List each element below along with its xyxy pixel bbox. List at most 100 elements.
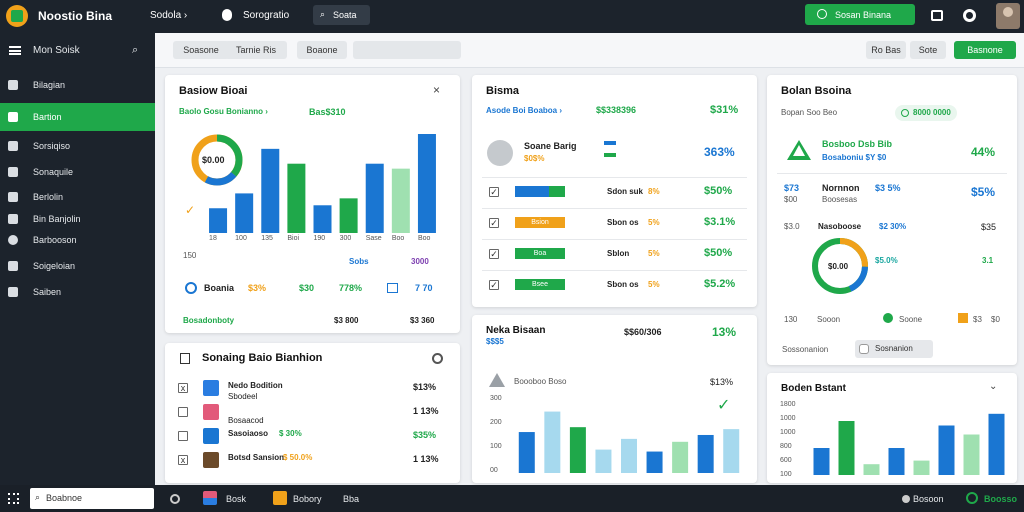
top-cta-button[interactable]: Sosan Binana (805, 4, 915, 25)
filter-chip-boaone[interactable]: Boaone (297, 41, 347, 59)
row-sub: Sbodeel (228, 392, 258, 401)
filter-btn-label: Basnone (967, 45, 1003, 55)
chart-bar (339, 198, 358, 233)
row-thumbnail-icon (203, 380, 219, 396)
filter-search-input[interactable] (353, 41, 461, 59)
app-title: Noostio Bina (38, 9, 112, 23)
sidebar-item-bilagian[interactable]: Bilagian (0, 73, 155, 97)
stat-a2: $00 (784, 195, 798, 204)
sidebar-item-label: Bilagian (33, 80, 66, 90)
menu-icon[interactable] (9, 46, 21, 55)
sidebar-item-bartion[interactable]: Bartion (0, 103, 155, 131)
apps-icon[interactable] (931, 10, 943, 21)
start-grid-icon[interactable] (8, 493, 19, 504)
row-checkbox[interactable]: x (178, 383, 188, 393)
card-subtitle: $$$5 (486, 337, 504, 346)
sidebar-item-saiben[interactable]: Saiben (0, 280, 155, 304)
taskbar-right-1[interactable]: Bosoon (913, 494, 944, 504)
chevron-down-icon[interactable]: ⌄ (989, 381, 998, 392)
bar-chart-boden (813, 413, 1005, 475)
row-divider (482, 208, 747, 209)
donut-chart (191, 134, 243, 186)
chart-bar (209, 208, 228, 233)
sidebar-item-label: Sonaquile (33, 167, 74, 177)
taskbar-search-input[interactable]: ⌕ Boabnoe (30, 488, 154, 509)
legend-label: Boooboo Boso (514, 377, 567, 386)
sidebar-item-soigeloian[interactable]: Soigeloian (0, 254, 155, 278)
row0-sub: $0$% (524, 154, 545, 163)
settings-icon[interactable] (432, 353, 443, 364)
settings-icon[interactable] (963, 9, 976, 22)
y-tick-label: 1000 (780, 429, 796, 436)
legend-a: 130 (784, 315, 798, 324)
close-icon[interactable]: × (433, 83, 441, 97)
filter-ro-bas-button[interactable]: Ro Bas (866, 41, 906, 59)
taskbar-right-2[interactable]: Boosso (984, 494, 1018, 504)
sidebar-item-label: Bartion (33, 112, 62, 122)
row-label: Sbon os (607, 280, 639, 289)
legend-dot-green (883, 313, 893, 323)
stat-2: $30 (299, 283, 315, 293)
taskbar-gear-icon[interactable] (170, 494, 180, 504)
chart-bar (235, 193, 254, 233)
row-checkbox[interactable]: ✓ (489, 280, 499, 290)
check-circle-icon (817, 9, 827, 19)
chip-dot (901, 109, 909, 117)
x-tick-label: Bioi (287, 235, 300, 242)
sidebar-search-icon[interactable]: ⌕ (132, 44, 139, 56)
nav-sodola[interactable]: Sodola › (150, 10, 188, 21)
x-tick-label: 135 (261, 235, 273, 242)
taskbar-item-bobory[interactable]: Bobory (293, 494, 322, 504)
name-value: $3 5% (875, 183, 901, 193)
row-checkbox[interactable] (178, 431, 188, 441)
chip-label: 8000 0000 (913, 108, 951, 117)
filter-chip-label: Boaone (306, 45, 338, 55)
feature-title: Bosboo Dsb Bib (822, 139, 892, 149)
list-icon (180, 353, 190, 364)
taskbar-item-bosk[interactable]: Bosk (226, 494, 247, 504)
sidebar-item-label: Barbooson (33, 235, 77, 245)
row-value: $3.1% (704, 216, 736, 228)
row-bar: Bsee (515, 279, 565, 290)
filter-sote-button[interactable]: Sote (910, 41, 946, 59)
row-checkbox[interactable]: x (178, 455, 188, 465)
filter-primary-button[interactable]: Basnone (954, 41, 1016, 59)
row-divider (482, 239, 747, 240)
row-bar: Boa (515, 248, 565, 259)
y-tick-label: 200 (490, 419, 502, 426)
filter-chip-tarnie[interactable]: Tarnie Ris (225, 41, 287, 59)
sidebar-item-icon (8, 261, 18, 271)
row-value: $2 30% (879, 222, 907, 231)
mini-a: $3.0 (784, 222, 800, 231)
row-checkbox[interactable]: ✓ (489, 249, 499, 259)
nav-sorogratio[interactable]: Sorogratio (243, 10, 290, 21)
taskbar-item-bba[interactable]: Bba (343, 494, 360, 504)
card-subtitle: Asode Boi Boaboa › (486, 106, 563, 115)
legend-e: $0 (991, 315, 1000, 324)
top-search-button[interactable]: ⌕ Soata (313, 5, 370, 25)
legend-a: 150 (183, 251, 197, 260)
card-sonaing: Sonaing Baio Bianhion x Nedo Bodition Sb… (165, 343, 460, 483)
row-checkbox[interactable]: ✓ (489, 187, 499, 197)
check-icon: ✓ (717, 397, 731, 414)
sidebar-item-icon (8, 192, 18, 202)
chart-bar (595, 449, 612, 473)
sidebar-item-sorsiqiso[interactable]: Sorsiqiso (0, 134, 155, 158)
row-checkbox[interactable]: ✓ (489, 218, 499, 228)
chart-bar (988, 413, 1005, 475)
card-pct: 13% (712, 325, 737, 339)
sidebar-item-berlolin[interactable]: Berlolin (0, 185, 155, 209)
filter-chip-soasone[interactable]: Soasone (173, 41, 229, 59)
user-avatar[interactable] (996, 3, 1020, 29)
sidebar-item-barbooson[interactable]: Barbooson (0, 228, 155, 252)
sidebar-item-bin-banjolin[interactable]: Bin Banjolin (0, 207, 155, 231)
footer-value-1: $3 800 (334, 316, 359, 325)
row-checkbox-mark: x (180, 383, 186, 393)
row-checkbox[interactable] (178, 407, 188, 417)
sidebar-item-sonaquile[interactable]: Sonaquile (0, 160, 155, 184)
sidebar-item-icon (8, 214, 18, 224)
row-sub: Bosaacod (228, 416, 264, 425)
taskbar-app-icon-1[interactable] (203, 491, 217, 505)
footer-button[interactable]: Sosnanion (855, 340, 933, 358)
taskbar-app-icon-2[interactable] (273, 491, 287, 505)
